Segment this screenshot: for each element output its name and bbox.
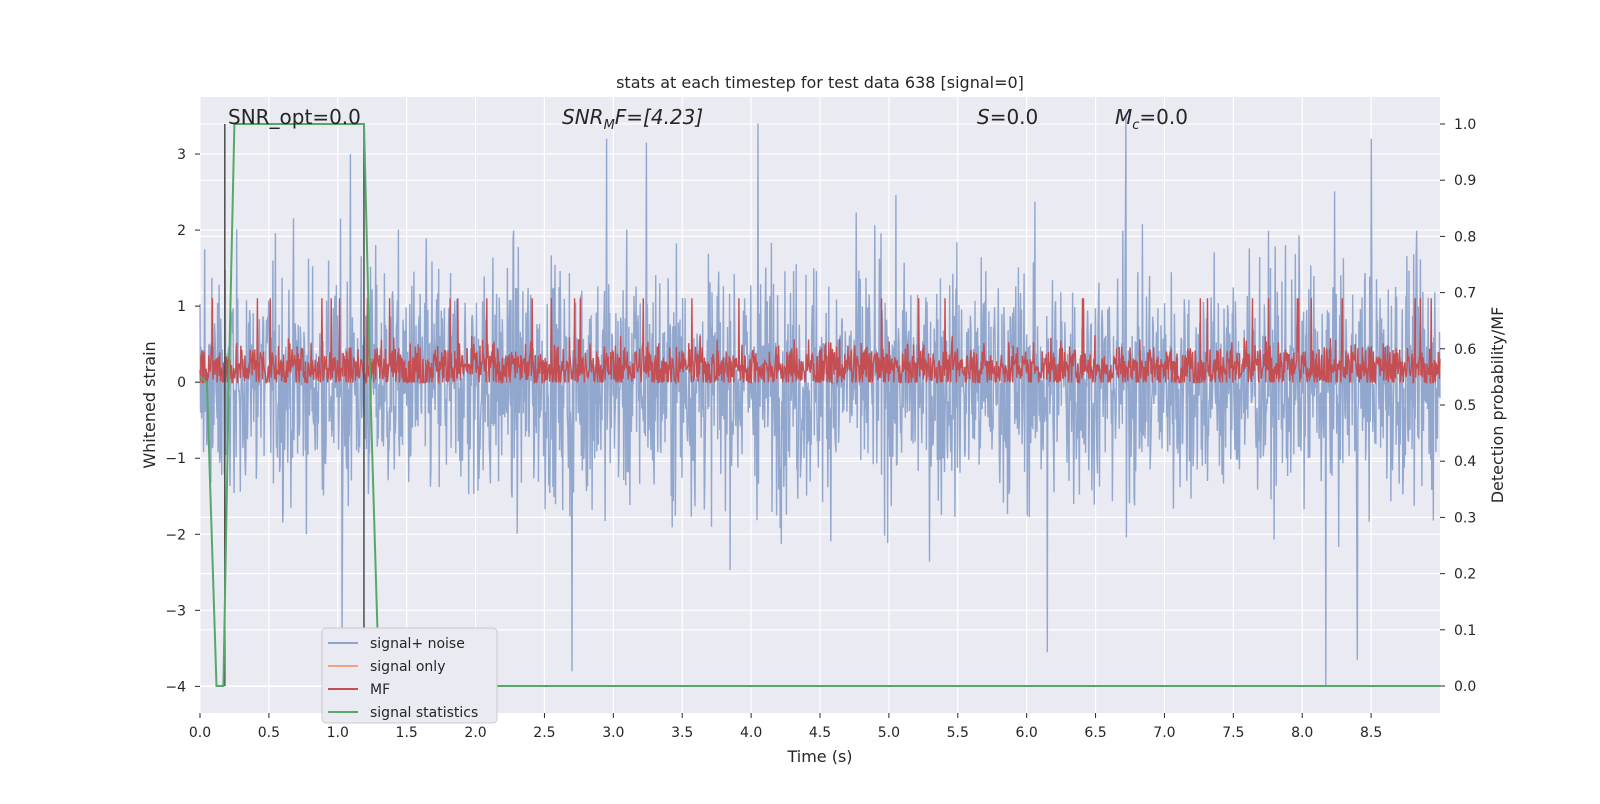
- y2-axis-label: Detection probability/MF: [1488, 307, 1507, 504]
- annotation-mc-sub: c: [1132, 118, 1139, 133]
- series-signal-plus-noise: [199, 115, 1441, 687]
- y2-tick-label-6: 0.4: [1454, 454, 1476, 470]
- legend: signal+ noise signal only MF signal statist…: [321, 627, 498, 724]
- series-mf: [199, 298, 1441, 386]
- annotation-mc: Mc=0.0: [1115, 105, 1188, 133]
- y2-tick-label-1: 0.9: [1454, 173, 1476, 189]
- x-tick-label-2: 1.0: [327, 725, 349, 741]
- x-tick-label-3: 1.5: [396, 725, 418, 741]
- y2-tick-label-9: 0.1: [1454, 623, 1476, 639]
- axes: 0.0 0.5 1.0 1.5 2.0 2.5 3.0 3.5 4.0 4.5 5.0 5.5 6.0 6…: [165, 117, 1476, 741]
- x-tick-label-6: 3.0: [602, 725, 624, 741]
- y2-tick-label-4: 0.6: [1454, 342, 1476, 358]
- annotation-s-label: S: [977, 105, 990, 129]
- annotation-snr-mf-rest: F=[4.23]: [615, 105, 703, 129]
- x-tick-label-11: 5.5: [947, 725, 969, 741]
- legend-label-1: signal only: [370, 659, 445, 675]
- annotation-snr-mf-label: SNR: [562, 105, 604, 129]
- x-tick-label-0: 0.0: [189, 725, 211, 741]
- annotation-s-rest: =0.0: [990, 105, 1039, 129]
- legend-box: [321, 627, 498, 724]
- annotation-snr-mf-sub: M: [604, 118, 615, 133]
- y2-tick-label-10: 0.0: [1454, 679, 1476, 695]
- annotation-mc-label: M: [1115, 105, 1132, 129]
- x-tick-label-15: 7.5: [1222, 725, 1244, 741]
- x-tick-label-13: 6.5: [1084, 725, 1106, 741]
- annotation-mc-rest: =0.0: [1139, 105, 1188, 129]
- y2-tick-label-0: 1.0: [1454, 117, 1476, 133]
- x-tick-label-10: 5.0: [878, 725, 900, 741]
- x-tick-label-7: 3.5: [671, 725, 693, 741]
- y-tick-label-6: −3: [165, 603, 186, 619]
- signal-statistics-line: [199, 123, 1440, 687]
- legend-items: signal+ noise signal only MF signal statist…: [328, 636, 478, 721]
- x-tick-label-14: 7.0: [1153, 725, 1175, 741]
- y2-tick-label-2: 0.8: [1454, 229, 1476, 245]
- x-axis-label: Time (s): [786, 747, 852, 766]
- signal-plus-noise-line: [199, 115, 1441, 687]
- legend-label-2: MF: [370, 682, 390, 698]
- annotation-snr-mf: SNRMF=[4.23]: [562, 105, 703, 133]
- legend-label-3: signal statistics: [370, 705, 478, 721]
- y-tick-label-4: −1: [165, 451, 186, 467]
- y2-tick-label-8: 0.2: [1454, 567, 1476, 583]
- x-tick-label-4: 2.0: [464, 725, 486, 741]
- x-tick-label-5: 2.5: [533, 725, 555, 741]
- x-tick-label-8: 4.0: [740, 725, 762, 741]
- x-tick-label-12: 6.0: [1016, 725, 1038, 741]
- y2-tick-label-5: 0.5: [1454, 398, 1476, 414]
- x-tick-label-17: 8.5: [1360, 725, 1382, 741]
- series-signal-statistics: [199, 123, 1440, 687]
- legend-label-0: signal+ noise: [370, 636, 465, 652]
- y-axis-label: Whitened strain: [140, 341, 159, 468]
- annotation-s: S=0.0: [977, 105, 1038, 129]
- y-tick-label-1: 2: [177, 223, 186, 239]
- y-tick-label-5: −2: [165, 527, 186, 543]
- y-tick-label-3: 0: [177, 375, 186, 391]
- y-tick-label-2: 1: [177, 299, 186, 315]
- chart-title: stats at each timestep for test data 638…: [616, 73, 1024, 92]
- x-tick-label-9: 4.5: [809, 725, 831, 741]
- y2-tick-label-7: 0.3: [1454, 510, 1476, 526]
- y2-tick-label-3: 0.7: [1454, 286, 1476, 302]
- mf-line: [199, 298, 1441, 386]
- y-tick-label-0: 3: [177, 147, 186, 163]
- annotation-snr-opt: SNR_opt=0.0: [228, 105, 361, 129]
- x-tick-label-1: 0.5: [258, 725, 280, 741]
- x-tick-label-16: 8.0: [1291, 725, 1313, 741]
- y-tick-label-7: −4: [165, 679, 186, 695]
